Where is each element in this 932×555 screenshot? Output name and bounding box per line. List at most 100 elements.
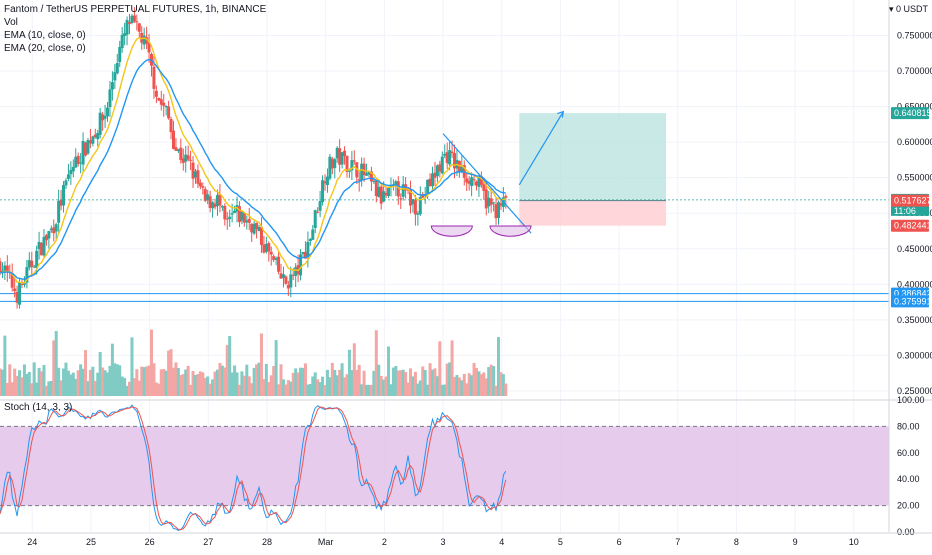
candle-body	[367, 171, 371, 175]
volume-bar	[169, 349, 173, 396]
candle-body	[118, 46, 122, 63]
volume-bar	[167, 350, 171, 396]
candle-body	[482, 184, 486, 191]
candle-body	[250, 223, 254, 233]
candle-body	[453, 153, 457, 169]
candle-body	[20, 283, 24, 285]
ema20-legend: EMA (20, close, 0)	[4, 43, 86, 54]
price-badge	[891, 295, 929, 308]
volume-bar	[291, 372, 295, 396]
volume-bar	[423, 369, 427, 396]
volume-bar	[64, 362, 68, 396]
candle-body	[32, 266, 36, 268]
ema10-legend: EMA (10, close, 0)	[4, 30, 86, 41]
candle-body	[215, 195, 219, 206]
candle-body	[115, 63, 119, 74]
candle-body	[492, 202, 496, 204]
volume-bar	[303, 363, 307, 396]
candle-body	[281, 274, 285, 278]
candle-body	[140, 32, 144, 43]
candle-body	[240, 211, 244, 221]
candle-body	[10, 273, 14, 288]
volume-bar	[120, 376, 124, 396]
volume-bar	[218, 363, 222, 396]
candle-body	[0, 270, 4, 272]
volume-bar	[54, 331, 58, 396]
volume-bar	[296, 372, 300, 396]
candle-body	[460, 165, 464, 172]
volume-bar	[325, 369, 329, 396]
candle-body	[130, 15, 134, 24]
candle-body	[352, 160, 356, 162]
volume-bar	[247, 376, 251, 396]
volume-bar	[13, 368, 17, 396]
volume-bar	[145, 366, 149, 396]
volume-bar	[137, 380, 141, 396]
volume-bar	[465, 383, 469, 396]
volume-bar	[206, 376, 210, 396]
candle-body	[37, 241, 41, 250]
candle-body	[401, 184, 405, 197]
candle-body	[57, 200, 61, 223]
volume-bar	[299, 367, 303, 396]
candle-body	[120, 34, 124, 48]
chart-title: Fantom / TetherUS PERPETUAL FUTURES, 1h,…	[4, 4, 267, 15]
volume-bar	[101, 367, 105, 396]
candle-body	[181, 158, 185, 163]
volume-bar	[384, 376, 388, 396]
volume-bar	[93, 380, 97, 396]
candle-body	[313, 210, 317, 229]
volume-bar	[84, 350, 88, 396]
candle-body	[52, 227, 56, 234]
volume-bar	[416, 383, 420, 396]
candle-body	[191, 162, 195, 179]
candle-body	[13, 288, 17, 292]
volume-bar	[335, 375, 339, 396]
volume-bar	[152, 363, 156, 396]
candle-body	[162, 102, 166, 106]
candle-body	[382, 191, 386, 202]
candle-body	[409, 190, 413, 206]
volume-bar	[186, 365, 190, 396]
candle-body	[179, 147, 183, 161]
volume-bar	[474, 367, 478, 396]
volume-bar	[328, 377, 332, 396]
volume-bar	[482, 372, 486, 396]
candle-body	[496, 202, 500, 219]
candle-body	[284, 276, 288, 284]
volume-bar	[355, 369, 359, 396]
volume-bar	[125, 385, 129, 396]
volume-bar	[32, 362, 36, 396]
volume-bar	[250, 383, 254, 396]
volume-bar	[352, 343, 356, 396]
candle-body	[365, 173, 369, 176]
price-badge-label: 0.386842	[894, 289, 932, 299]
volume-bar	[426, 384, 430, 396]
volume-bar	[377, 364, 381, 396]
candle-body	[5, 265, 9, 273]
volume-bar	[394, 365, 398, 396]
candle-body	[220, 206, 224, 208]
candle-body	[49, 228, 53, 231]
candle-body	[499, 203, 503, 206]
volume-bar	[115, 364, 119, 396]
volume-bar	[135, 369, 139, 396]
currency-selector[interactable]: ▾ 0 USDT	[889, 4, 928, 15]
stoch-tick-label: 40.00	[897, 474, 920, 484]
volume-bar	[140, 366, 144, 396]
volume-bar	[387, 346, 391, 396]
candle-body	[164, 105, 168, 108]
candle-body	[71, 166, 75, 172]
ema20-line	[0, 58, 506, 281]
candle-body	[289, 274, 293, 288]
volume-bar	[74, 378, 78, 396]
candle-body	[372, 180, 376, 182]
candle-body	[128, 21, 132, 24]
target-arrow-head	[557, 110, 565, 118]
volume-bar	[438, 341, 442, 396]
volume-bar	[59, 380, 63, 396]
volume-bar	[489, 364, 493, 396]
candle-body	[426, 179, 430, 194]
